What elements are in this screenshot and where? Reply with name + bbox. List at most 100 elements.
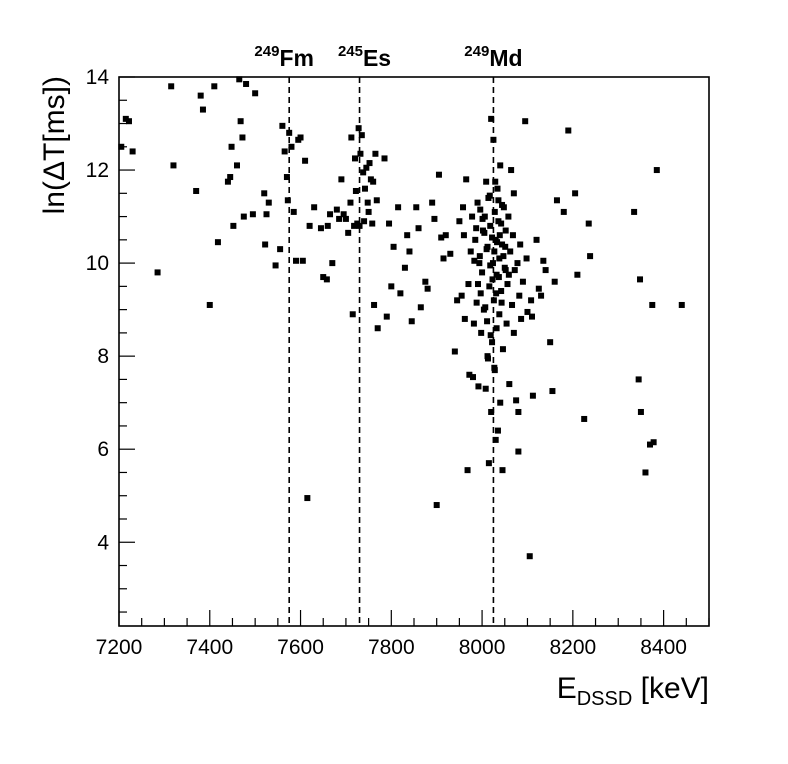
data-point (498, 288, 505, 295)
data-point (456, 218, 463, 225)
data-point (487, 332, 494, 339)
data-point (515, 448, 522, 455)
data-point (199, 106, 206, 113)
data-point (493, 325, 500, 332)
element-symbol: Es (363, 45, 391, 71)
data-point (524, 308, 531, 315)
data-point (470, 320, 477, 327)
data-point (154, 269, 161, 276)
data-point (471, 257, 478, 264)
data-point (469, 213, 476, 220)
data-point (345, 229, 352, 236)
data-point (366, 160, 373, 167)
data-point (408, 318, 415, 325)
data-point (498, 220, 505, 227)
data-point (364, 199, 371, 206)
data-point (320, 274, 327, 281)
data-point (461, 315, 468, 322)
data-point (333, 206, 340, 213)
data-point (499, 467, 506, 474)
data-point (356, 222, 363, 229)
data-point (496, 232, 503, 239)
data-point (324, 222, 331, 229)
data-point (336, 215, 343, 222)
data-point (433, 502, 440, 509)
data-point (528, 297, 535, 304)
data-point (214, 239, 221, 246)
data-point (515, 408, 522, 415)
data-point (523, 255, 530, 262)
data-point (370, 178, 377, 185)
data-point (279, 122, 286, 129)
data-point (168, 83, 175, 90)
data-point (491, 208, 498, 215)
data-point (297, 134, 304, 141)
data-point (465, 281, 472, 288)
data-point (211, 83, 218, 90)
data-point (228, 143, 235, 150)
data-point (505, 213, 512, 220)
data-point (170, 162, 177, 169)
y-tick-label: 14 (86, 66, 110, 89)
x-tick-label: 8200 (549, 636, 596, 659)
data-point (358, 132, 365, 139)
data-point (508, 167, 515, 174)
reference-label: 249Fm (254, 43, 314, 71)
data-point (311, 204, 318, 211)
data-point (390, 243, 397, 250)
data-point (424, 285, 431, 292)
data-point (401, 264, 408, 271)
data-point (243, 80, 250, 87)
data-point (239, 134, 246, 141)
data-point (473, 225, 480, 232)
data-point (492, 178, 499, 185)
data-point (491, 248, 498, 255)
data-point (383, 313, 390, 320)
data-point (369, 220, 376, 227)
data-point (281, 148, 288, 155)
data-point (349, 311, 356, 318)
data-point (509, 232, 516, 239)
data-point (406, 248, 413, 255)
data-point (435, 171, 442, 178)
x-tick-label: 7200 (96, 636, 143, 659)
x-axis-title: EDSSD [keV] (557, 672, 709, 710)
data-point (496, 311, 503, 318)
data-point (193, 187, 200, 194)
data-point (538, 292, 545, 299)
data-point (635, 376, 642, 383)
data-point (511, 267, 518, 274)
data-point (288, 143, 295, 150)
reference-lines (288, 77, 495, 626)
data-point (451, 348, 458, 355)
y-tick-label: 10 (86, 252, 109, 275)
data-point (565, 127, 572, 134)
data-point (338, 176, 345, 183)
data-point (496, 255, 503, 262)
data-point (489, 339, 496, 346)
data-point (572, 190, 579, 197)
data-point (299, 257, 306, 264)
x-axis-ticks: 7200 7400 7600 7800 8000 8200 8400 (96, 610, 710, 659)
data-point (422, 278, 429, 285)
data-point (347, 199, 354, 206)
data-point (498, 299, 505, 306)
data-point (361, 185, 368, 192)
data-point (637, 276, 644, 283)
data-point (518, 315, 525, 322)
data-point (352, 155, 358, 162)
data-point (650, 439, 657, 446)
data-point (553, 197, 560, 204)
data-point (440, 255, 447, 262)
data-point (413, 204, 420, 211)
data-point (317, 225, 324, 232)
data-point (293, 257, 299, 264)
data-point (510, 190, 517, 197)
data-point (494, 185, 501, 192)
data-point (417, 304, 424, 311)
data-point (516, 292, 523, 299)
data-point (351, 222, 358, 229)
data-point (487, 262, 494, 269)
data-point (374, 325, 381, 332)
data-point (505, 271, 512, 278)
